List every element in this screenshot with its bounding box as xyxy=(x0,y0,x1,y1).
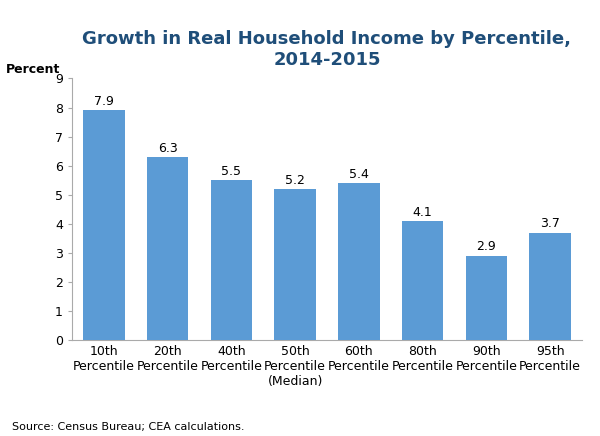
Text: 5.2: 5.2 xyxy=(285,174,305,187)
Text: 5.5: 5.5 xyxy=(221,165,241,178)
Bar xyxy=(274,189,316,340)
Text: 7.9: 7.9 xyxy=(94,95,114,108)
Text: 2.9: 2.9 xyxy=(476,241,496,253)
Text: Source: Census Bureau; CEA calculations.: Source: Census Bureau; CEA calculations. xyxy=(12,422,245,432)
Bar xyxy=(147,157,188,340)
Text: 4.1: 4.1 xyxy=(413,206,433,218)
Text: 5.4: 5.4 xyxy=(349,168,369,181)
Bar xyxy=(402,221,443,340)
Bar xyxy=(211,180,252,340)
Bar xyxy=(529,232,571,340)
Title: Growth in Real Household Income by Percentile,
2014-2015: Growth in Real Household Income by Perce… xyxy=(83,30,571,68)
Bar xyxy=(466,256,507,340)
Bar xyxy=(338,183,380,340)
Bar xyxy=(83,110,125,340)
Text: Percent: Percent xyxy=(6,63,60,76)
Text: 3.7: 3.7 xyxy=(540,217,560,230)
Text: 6.3: 6.3 xyxy=(158,142,178,155)
